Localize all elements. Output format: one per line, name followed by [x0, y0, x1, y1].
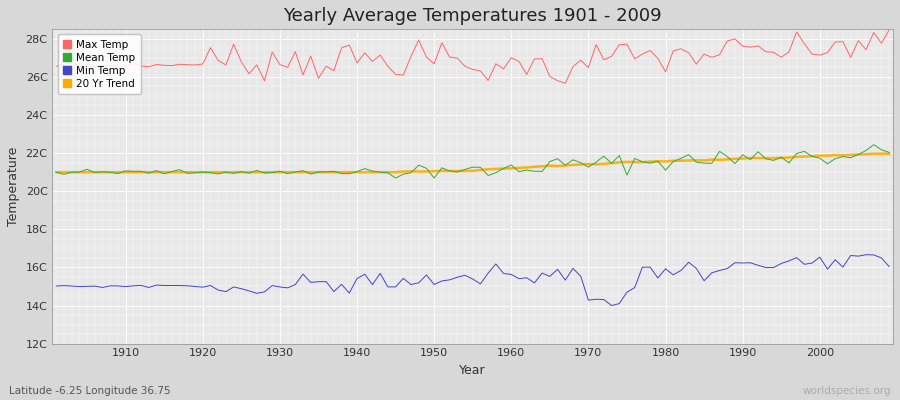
Title: Yearly Average Temperatures 1901 - 2009: Yearly Average Temperatures 1901 - 2009: [284, 7, 662, 25]
X-axis label: Year: Year: [459, 364, 486, 377]
Legend: Max Temp, Mean Temp, Min Temp, 20 Yr Trend: Max Temp, Mean Temp, Min Temp, 20 Yr Tre…: [58, 34, 140, 94]
Text: Latitude -6.25 Longitude 36.75: Latitude -6.25 Longitude 36.75: [9, 386, 171, 396]
Text: worldspecies.org: worldspecies.org: [803, 386, 891, 396]
Y-axis label: Temperature: Temperature: [7, 147, 20, 226]
